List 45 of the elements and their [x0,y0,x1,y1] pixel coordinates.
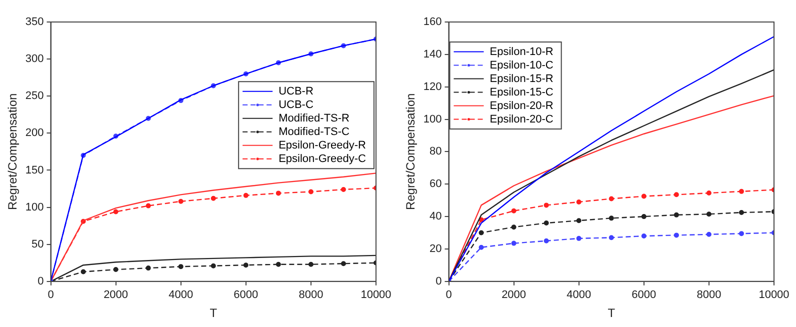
y-tick-label: 0 [38,275,44,288]
legend-label: Epsilon-20-R [490,100,554,112]
x-axis-title: T [608,306,616,320]
legend-label: Epsilon-15-R [490,72,554,85]
legend-label: Modified-TS-C [278,126,350,138]
x-tick-label: 6000 [234,289,258,302]
legend-label: UCB-C [278,98,314,111]
x-tick-label: 10000 [360,289,392,302]
y-tick-label: 0 [436,275,442,288]
x-tick-label: 2000 [104,289,128,302]
y-axis-title: Regret/Compensation [404,93,418,210]
x-tick-label: 0 [446,289,452,302]
y-tick-label: 120 [423,80,442,93]
legend-label: UCB-R [278,85,314,98]
y-tick-label: 100 [25,201,44,214]
y-tick-label: 100 [423,113,442,126]
x-tick-label: 8000 [298,289,324,302]
x-axis-title: T [210,306,218,320]
y-tick-label: 300 [25,53,44,66]
legend-label: Epsilon-15-C [490,86,554,98]
legend-label: Epsilon-Greedy-R [278,139,366,152]
x-tick-label: 6000 [632,289,656,302]
x-tick-label: 4000 [168,289,194,302]
y-tick-label: 140 [423,48,442,60]
y-tick-label: 80 [430,146,442,158]
legend-label: Epsilon-10-C [490,59,554,72]
legend-label: Epsilon-20-C [490,113,554,126]
y-tick-label: 250 [25,90,44,102]
legend-label: Epsilon-10-R [490,46,554,58]
x-tick-label: 2000 [502,289,526,302]
y-tick-label: 50 [32,238,44,250]
x-tick-label: 0 [48,289,54,302]
legend-label: Modified-TS-R [278,112,350,124]
y-tick-label: 160 [423,16,442,28]
x-tick-label: 4000 [566,289,592,302]
x-tick-label: 10000 [758,289,790,302]
legend-label: Epsilon-Greedy-C [278,152,366,165]
y-tick-label: 350 [25,16,44,28]
y-tick-label: 40 [430,210,442,223]
y-axis-title: Regret/Compensation [6,93,20,210]
y-tick-label: 150 [25,164,44,176]
y-tick-label: 20 [430,243,442,256]
y-tick-label: 200 [25,127,44,140]
x-tick-label: 8000 [696,289,722,302]
y-tick-label: 60 [430,178,442,190]
